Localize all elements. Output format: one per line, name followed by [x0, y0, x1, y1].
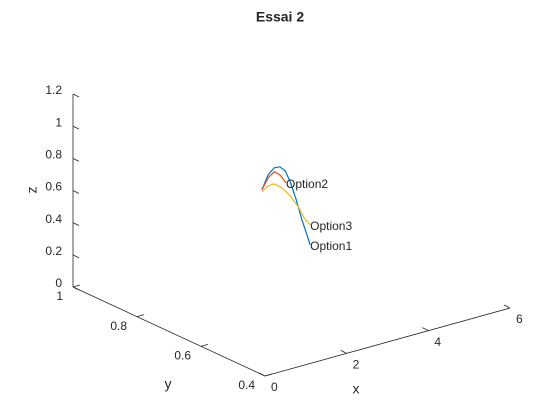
y-tick-label: 0.4: [238, 378, 255, 392]
z-tick: [72, 222, 80, 227]
series-line: [261, 166, 311, 245]
z-tick: [72, 286, 80, 291]
z-tick-label: 0.4: [45, 212, 62, 226]
z-tick: [72, 157, 80, 162]
x-tick-label: 4: [434, 335, 441, 349]
z-axis-label: z: [24, 187, 40, 194]
x-axis-label: x: [353, 381, 360, 397]
y-tick: [72, 284, 81, 288]
z-tick-label: 0: [55, 276, 62, 290]
z-tick-label: 1: [55, 115, 62, 129]
series-label: Option3: [310, 219, 352, 233]
z-tick-label: 0.8: [45, 148, 62, 162]
z-tick: [72, 125, 80, 130]
y-tick: [264, 373, 273, 377]
series-line: [261, 183, 311, 226]
y-tick-label: 0.6: [174, 349, 191, 363]
y-tick: [200, 343, 209, 347]
z-tick: [72, 254, 80, 259]
z-tick: [72, 93, 80, 98]
series-label: Option2: [286, 177, 328, 191]
y-axis-label: y: [165, 376, 172, 392]
y-tick-label: 1: [56, 289, 63, 303]
x-tick: [340, 349, 347, 354]
y-tick: [136, 314, 145, 318]
y-axis: [72, 286, 266, 377]
z-tick-label: 0.2: [45, 244, 62, 258]
x-tick: [258, 372, 266, 377]
x-tick: [503, 304, 511, 309]
series-label: Option1: [310, 239, 352, 253]
chart-title: Essai 2: [256, 9, 304, 25]
x-tick: [422, 327, 429, 332]
x-axis: [264, 307, 511, 377]
x-tick-label: 2: [353, 358, 360, 372]
z-tick-label: 1.2: [45, 83, 62, 97]
x-tick-label: 0: [271, 380, 278, 394]
y-tick-label: 0.8: [110, 319, 127, 333]
z-tick-label: 0.6: [45, 180, 62, 194]
x-tick-label: 6: [516, 312, 523, 326]
z-tick: [72, 190, 80, 194]
series-line: [261, 171, 287, 191]
